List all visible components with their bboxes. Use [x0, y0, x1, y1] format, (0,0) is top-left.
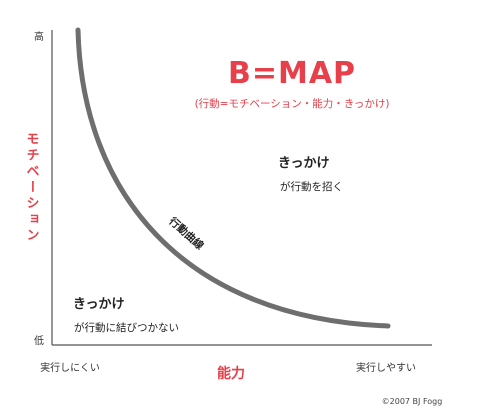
upper-region-heading: きっかけ: [278, 156, 329, 171]
action-curve: [75, 27, 391, 329]
diagram-subtitle: (行動=モチベーション・能力・きっかけ): [195, 97, 390, 110]
y-axis-high-label: 高: [34, 30, 44, 43]
x-axis-left-label: 実行しにくい: [40, 361, 100, 374]
copyright: ©2007 BJ Fogg: [382, 397, 443, 406]
diagram-title: B=MAP: [228, 56, 356, 91]
upper-region-text: が行動を招く: [280, 180, 343, 193]
lower-region-text: が行動に結びつかない: [74, 321, 179, 334]
lower-region-heading: きっかけ: [73, 297, 124, 312]
x-axis-label: 能力: [217, 365, 245, 382]
y-axis-low-label: 低: [34, 334, 44, 347]
y-axis-label: モチベーション: [24, 132, 40, 244]
x-axis-right-label: 実行しやすい: [356, 361, 416, 374]
